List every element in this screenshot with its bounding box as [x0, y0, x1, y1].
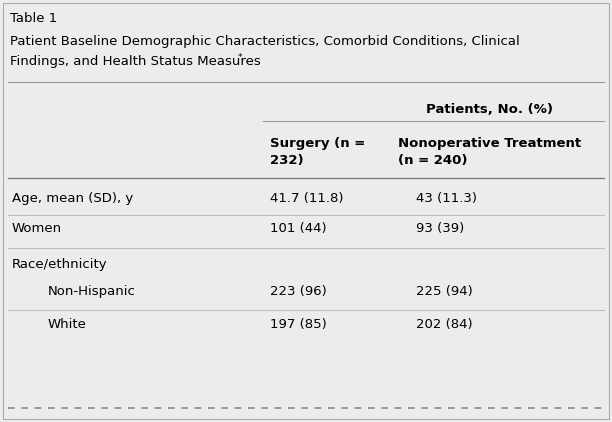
Text: Nonoperative Treatment: Nonoperative Treatment [398, 137, 581, 150]
Text: White: White [48, 318, 87, 331]
Text: 101 (44): 101 (44) [270, 222, 327, 235]
Text: Women: Women [12, 222, 62, 235]
Text: (n = 240): (n = 240) [398, 154, 468, 167]
Text: *: * [238, 53, 242, 62]
Text: 202 (84): 202 (84) [416, 318, 472, 331]
Text: Patients, No. (%): Patients, No. (%) [427, 103, 553, 116]
Text: Surgery (n =: Surgery (n = [270, 137, 365, 150]
Text: 197 (85): 197 (85) [270, 318, 327, 331]
Text: 93 (39): 93 (39) [416, 222, 465, 235]
Text: 43 (11.3): 43 (11.3) [416, 192, 477, 205]
Text: 225 (94): 225 (94) [416, 285, 472, 298]
Text: Race/ethnicity: Race/ethnicity [12, 258, 108, 271]
Text: Findings, and Health Status Measures: Findings, and Health Status Measures [10, 55, 261, 68]
Text: Non-Hispanic: Non-Hispanic [48, 285, 136, 298]
Text: Age, mean (SD), y: Age, mean (SD), y [12, 192, 133, 205]
Text: Patient Baseline Demographic Characteristics, Comorbid Conditions, Clinical: Patient Baseline Demographic Characteris… [10, 35, 520, 48]
Text: Table 1: Table 1 [10, 12, 58, 25]
Text: 223 (96): 223 (96) [270, 285, 327, 298]
Text: 232): 232) [270, 154, 304, 167]
Text: 41.7 (11.8): 41.7 (11.8) [270, 192, 343, 205]
